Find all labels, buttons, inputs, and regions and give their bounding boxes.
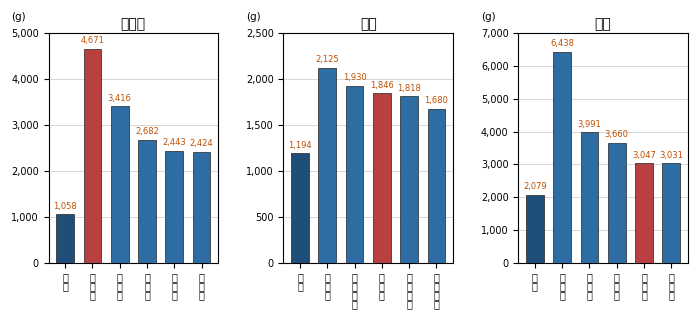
Text: 3,416: 3,416 [108,94,131,103]
Text: (g): (g) [481,12,496,22]
Text: 1,680: 1,680 [424,96,448,105]
Text: 2,125: 2,125 [315,55,339,64]
Bar [635,163,653,263]
Text: 1,846: 1,846 [370,81,394,90]
Text: 3,660: 3,660 [605,131,629,140]
Bar [428,109,445,263]
Text: 2,079: 2,079 [523,182,547,191]
Text: 3,031: 3,031 [659,151,683,160]
Bar [291,153,309,263]
Bar [608,143,626,263]
Bar [193,152,210,263]
Text: 1,818: 1,818 [397,84,421,92]
Bar [401,96,418,263]
Text: (g): (g) [246,12,261,22]
Text: 4,671: 4,671 [80,36,104,45]
Text: 2,682: 2,682 [135,127,159,136]
Bar [581,132,598,263]
Text: 3,991: 3,991 [577,120,601,129]
Title: ぶり: ぶり [595,17,612,31]
Bar [554,52,571,263]
Bar [346,86,363,263]
Text: 1,058: 1,058 [53,202,77,211]
Bar [166,151,183,263]
Text: 3,047: 3,047 [632,150,656,159]
Title: さば: さば [360,17,377,31]
Bar [526,195,544,263]
Text: (g): (g) [11,12,26,22]
Bar [373,93,391,263]
Bar [663,164,680,263]
Title: かれい: かれい [121,17,146,31]
Bar [111,106,129,263]
Text: 2,443: 2,443 [162,138,186,147]
Bar [319,68,336,263]
Text: 1,930: 1,930 [343,73,366,82]
Bar [138,140,156,263]
Text: 6,438: 6,438 [550,39,574,48]
Bar [57,214,74,263]
Text: 2,424: 2,424 [189,139,213,148]
Bar [84,49,101,263]
Text: 1,194: 1,194 [288,141,312,150]
